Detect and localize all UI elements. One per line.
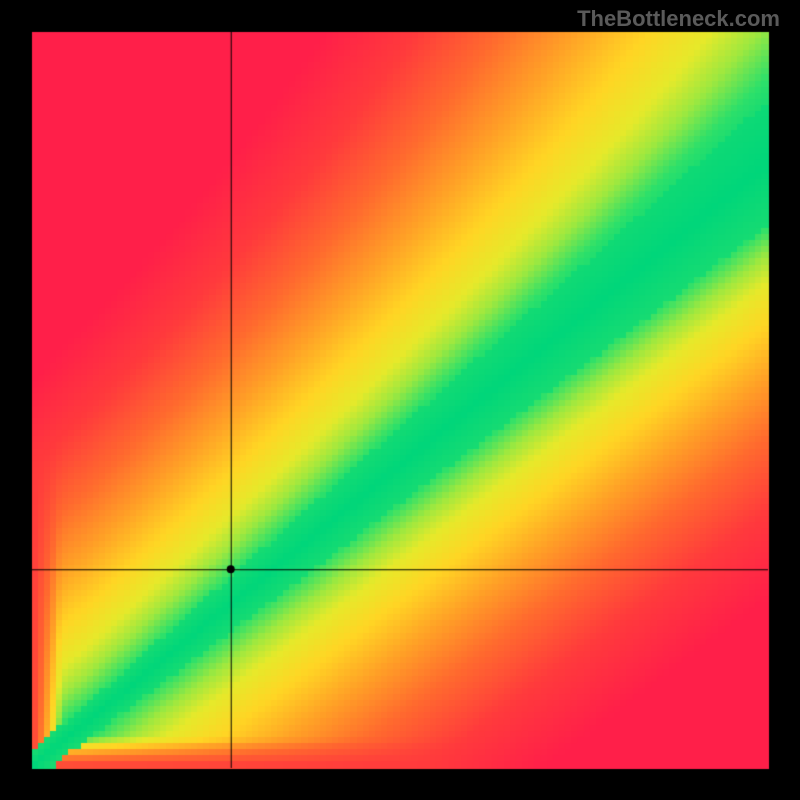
chart-container: TheBottleneck.com (0, 0, 800, 800)
bottleneck-heatmap (0, 0, 800, 800)
watermark-text: TheBottleneck.com (577, 6, 780, 32)
